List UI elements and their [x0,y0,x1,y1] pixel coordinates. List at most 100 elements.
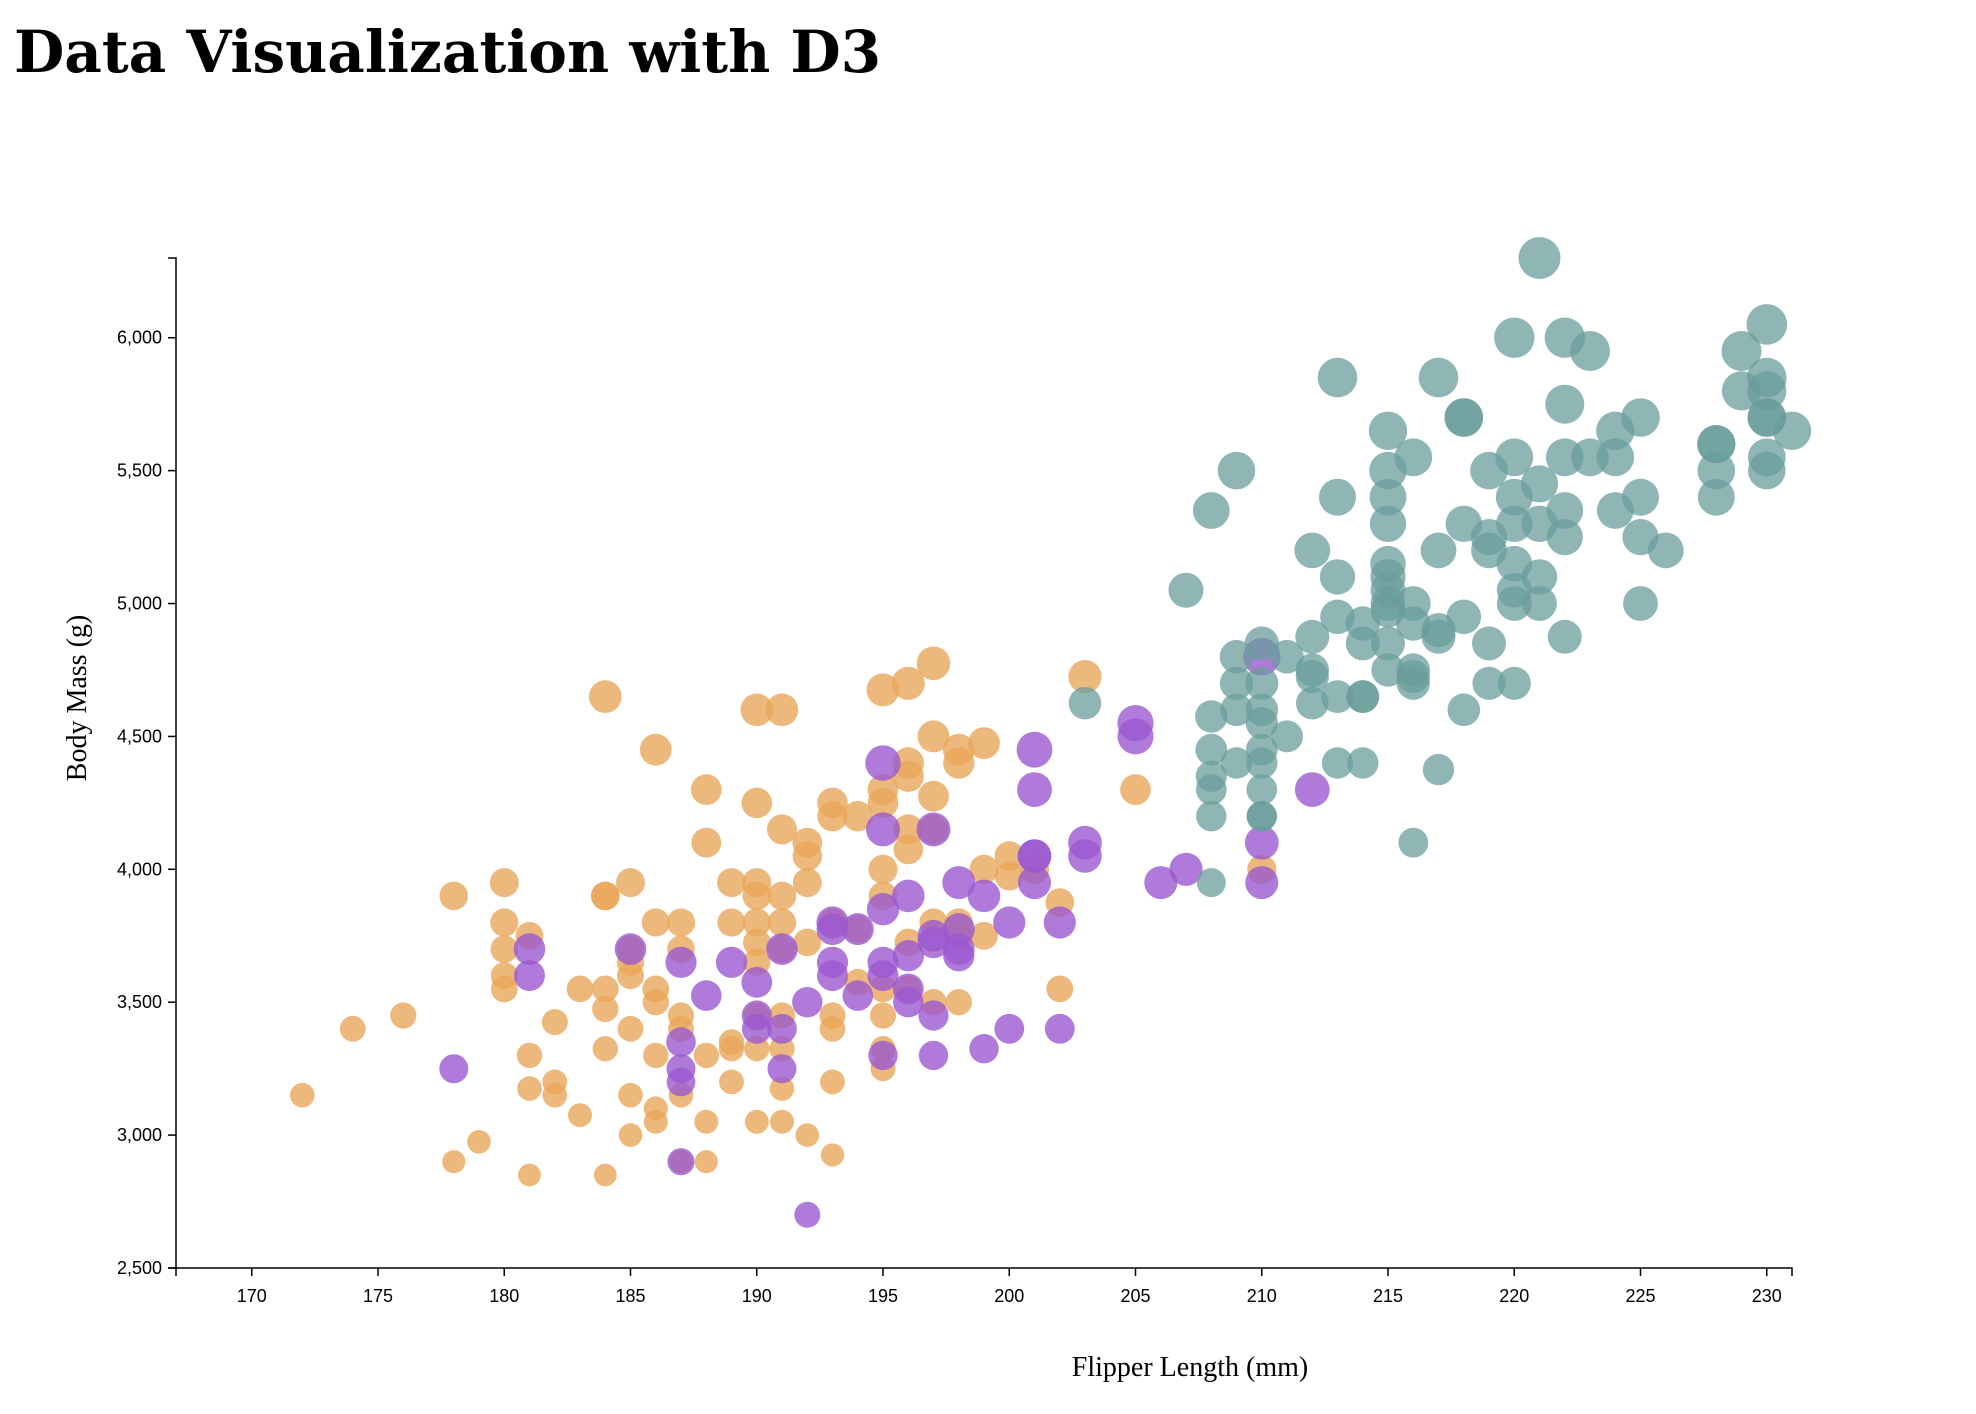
data-point [1420,532,1457,569]
data-point [1748,451,1786,490]
data-point [1472,666,1506,700]
data-point [769,1036,795,1062]
data-point [1721,331,1762,371]
data-point [1271,720,1303,753]
data-point [516,1042,543,1069]
data-point [718,1036,745,1062]
data-point [1497,666,1531,700]
x-tick-label: 170 [237,1286,267,1306]
data-point [1295,660,1329,694]
series-2 [1068,237,1812,898]
y-tick-label: 4,500 [117,726,162,746]
data-point [1545,384,1585,424]
data-point [1521,559,1558,595]
data-point [943,747,975,779]
data-point [917,926,950,959]
data-point [943,940,975,972]
data-point [616,868,645,898]
data-point [1368,411,1408,450]
data-point [792,987,823,1018]
data-point [1319,478,1356,516]
data-point [891,666,925,700]
data-point [290,1082,315,1108]
data-point [1220,747,1253,779]
data-point [691,980,722,1011]
data-point [994,1013,1025,1044]
data-point [592,995,619,1023]
data-point [893,987,924,1018]
data-point [490,975,518,1003]
data-point [593,1163,617,1187]
data-point [1746,304,1788,345]
data-point [690,774,722,805]
data-point [1295,619,1330,654]
data-point [744,1036,770,1062]
data-point [490,935,519,963]
data-point [1244,825,1279,860]
data-point [1345,626,1380,661]
data-point [742,908,771,937]
data-point [439,881,469,911]
data-point [568,1103,592,1128]
data-point [1168,572,1204,608]
x-tick-label: 185 [615,1286,645,1306]
data-point [792,868,822,898]
data-point [1217,451,1256,490]
series-1 [439,637,1330,1228]
data-point [741,787,773,819]
data-point [1117,718,1154,755]
x-axis: 170 175 180 185 190 195 200 205 210 215 220 225 230 [175,1267,1793,1306]
data-point [918,1040,949,1071]
data-point [1169,852,1203,886]
data-point [816,913,849,946]
data-point [1496,505,1533,542]
data-point [892,879,925,913]
data-point [1244,626,1279,661]
data-point [869,1002,897,1029]
data-point [1547,619,1582,654]
data-point [767,881,797,911]
data-point [868,854,898,884]
data-point [1296,686,1329,720]
y-axis: 2,500 3,000 3,500 4,000 4,500 5,000 5,500 6,000 [117,257,177,1278]
data-point [1522,586,1557,621]
data-point [591,975,619,1003]
y-axis-line [168,257,177,1269]
data-point [1321,747,1354,779]
data-point [541,1009,568,1036]
data-point [666,1067,696,1097]
data-point [1294,772,1330,807]
x-axis-title: Flipper Length (mm) [1072,1352,1308,1383]
data-point [1518,237,1561,279]
data-point [1246,801,1278,832]
data-point [867,960,899,992]
data-point [617,1015,644,1042]
data-point [1444,398,1484,437]
data-points [290,237,1812,1228]
x-tick-label: 195 [868,1286,898,1306]
data-point [744,1109,769,1134]
data-point [514,960,545,992]
y-tick-label: 6,000 [117,328,162,348]
data-point [892,760,924,792]
data-point [866,812,900,847]
data-point [916,812,951,847]
data-point [1044,1013,1075,1044]
data-point [643,1109,668,1134]
data-point [639,733,672,766]
data-point [513,933,546,965]
data-point [1017,772,1052,807]
y-tick-label: 5,500 [117,461,162,481]
data-point [1398,827,1429,858]
data-point [1747,371,1787,411]
data-point [1319,559,1356,595]
data-point [1394,438,1433,477]
data-point [1144,866,1178,900]
data-point [1270,639,1304,674]
data-point [1347,747,1379,779]
data-point [1346,680,1380,713]
data-point [1219,666,1254,700]
data-point [942,866,976,900]
data-point [1418,357,1459,398]
data-point [819,1015,846,1042]
